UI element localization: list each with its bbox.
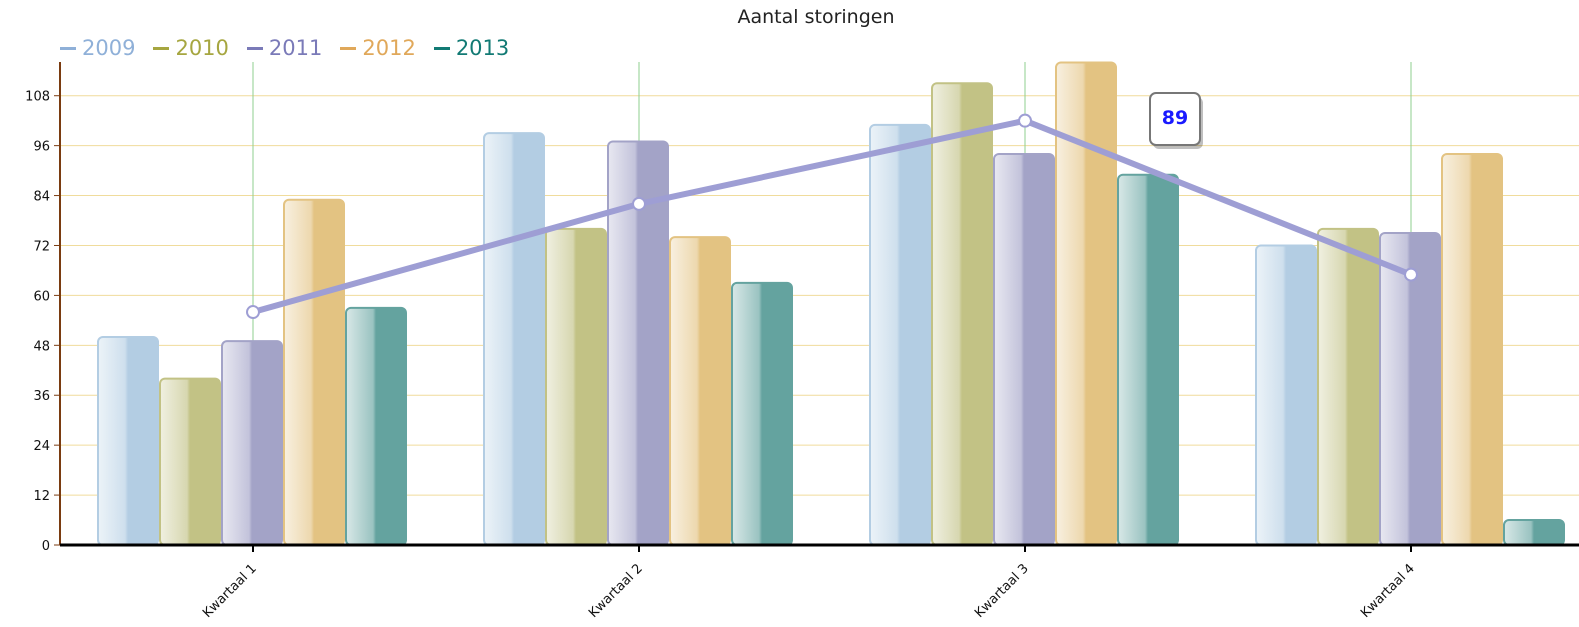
bar	[483, 132, 545, 546]
bar	[545, 227, 607, 546]
trend-point	[1018, 113, 1032, 128]
legend-label: 2010	[175, 36, 229, 60]
bar	[1117, 173, 1179, 546]
legend-label: 2009	[82, 36, 136, 60]
legend-swatch	[60, 46, 76, 50]
trend-point	[632, 196, 646, 211]
bar	[1255, 244, 1317, 546]
bar	[669, 236, 731, 546]
tooltip-value: 89	[1162, 107, 1188, 129]
trend-line-path	[252, 117, 1413, 315]
legend: 2009 2010 2011 2012 2013	[60, 36, 509, 60]
legend-swatch	[433, 46, 450, 50]
bar	[731, 281, 793, 546]
bar	[345, 306, 407, 546]
legend-item[interactable]: 2010	[153, 36, 229, 60]
trend-point	[246, 305, 260, 320]
category-grid-lines	[252, 62, 1412, 545]
bars	[97, 61, 1565, 547]
x-tick-label: Kwartaal 1	[200, 561, 260, 621]
tooltip-box	[1149, 92, 1201, 146]
y-tick-label: 24	[33, 439, 50, 454]
legend-item[interactable]: 2013	[433, 36, 510, 60]
y-tick-label: 36	[33, 389, 50, 404]
bar	[1503, 519, 1565, 546]
legend-label: 2013	[455, 36, 510, 60]
legend-swatch	[153, 46, 170, 50]
y-tick-label: 84	[33, 190, 50, 205]
y-tick-label: 72	[33, 239, 50, 254]
legend-item[interactable]: 2011	[246, 36, 323, 60]
legend-item[interactable]: 2012	[340, 36, 416, 60]
bar	[97, 336, 159, 546]
trend-point	[1404, 267, 1418, 282]
bar	[1441, 152, 1503, 547]
bar	[993, 152, 1055, 547]
legend-item[interactable]: 2009	[60, 36, 135, 60]
chart-title: Aantal storingen	[737, 6, 895, 28]
y-tick-label: 108	[25, 90, 50, 105]
bar	[1317, 227, 1379, 546]
trend-line	[246, 113, 1418, 320]
bar	[869, 123, 931, 546]
legend-swatch	[340, 46, 357, 50]
y-tick-label: 60	[33, 289, 50, 304]
y-tick-label: 0	[42, 539, 50, 554]
tooltip: 89	[1149, 92, 1203, 149]
bar	[283, 198, 345, 546]
x-tick-label: Kwartaal 2	[586, 561, 646, 621]
y-tick-label: 96	[33, 140, 50, 155]
x-tick-label: Kwartaal 4	[1358, 561, 1418, 621]
bar	[159, 377, 221, 546]
legend-label: 2011	[268, 36, 323, 60]
y-tick-label: 12	[33, 489, 50, 504]
bar	[221, 340, 283, 546]
bar	[931, 82, 993, 547]
x-tick-label: Kwartaal 3	[972, 561, 1032, 621]
y-tick-label: 48	[33, 339, 50, 354]
legend-swatch	[246, 46, 263, 50]
legend-label: 2012	[362, 36, 416, 60]
